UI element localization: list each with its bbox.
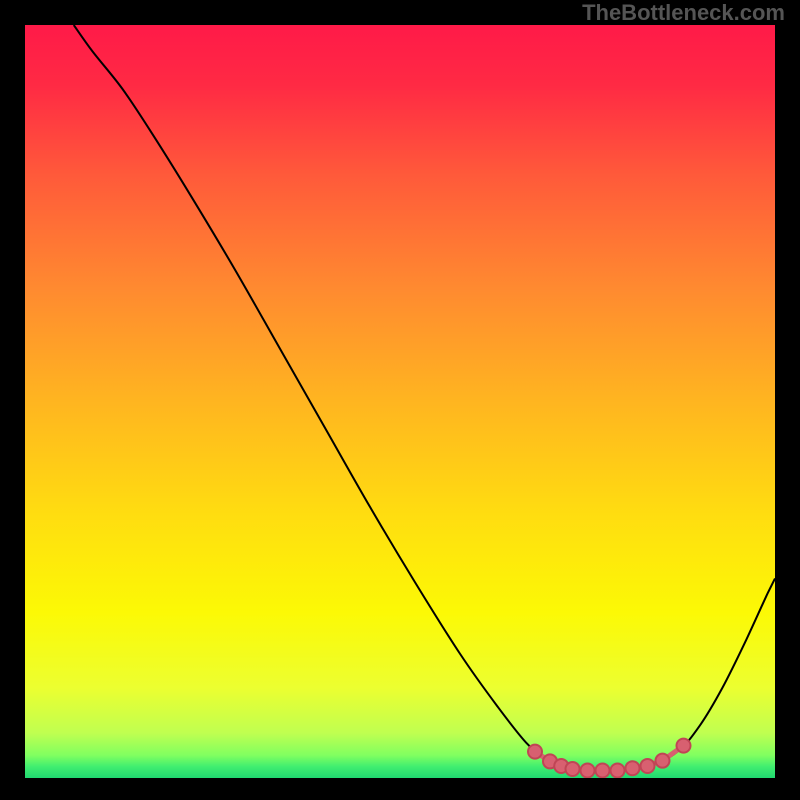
marker-dot bbox=[677, 739, 691, 753]
marker-dot bbox=[626, 761, 640, 775]
marker-dot bbox=[581, 763, 595, 777]
marker-dot bbox=[528, 745, 542, 759]
chart-svg bbox=[25, 25, 775, 778]
chart-area bbox=[25, 25, 775, 778]
marker-dot bbox=[611, 763, 625, 777]
markers-group bbox=[528, 739, 691, 778]
curve-path bbox=[74, 25, 775, 771]
marker-dot bbox=[656, 754, 670, 768]
marker-dot bbox=[596, 763, 610, 777]
watermark-text: TheBottleneck.com bbox=[582, 0, 785, 26]
marker-dot bbox=[566, 762, 580, 776]
marker-dot bbox=[641, 759, 655, 773]
